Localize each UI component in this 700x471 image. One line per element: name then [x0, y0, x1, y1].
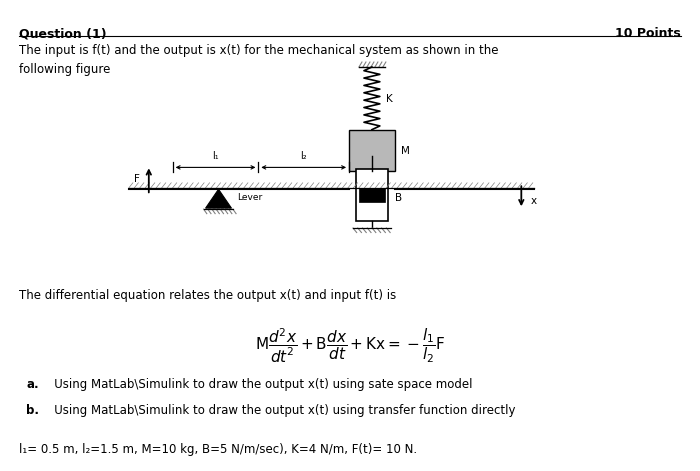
Text: b.: b.: [27, 404, 39, 417]
Text: x: x: [531, 196, 536, 206]
Text: Using MatLab\Simulink to draw the output x(t) using transfer function directly: Using MatLab\Simulink to draw the output…: [43, 404, 516, 417]
Polygon shape: [206, 189, 232, 208]
Bar: [356, 170, 388, 221]
Text: a.: a.: [27, 378, 39, 391]
Text: Lever: Lever: [237, 193, 262, 202]
Text: l₂: l₂: [300, 152, 307, 162]
Text: Question (1): Question (1): [20, 27, 107, 40]
Bar: [359, 188, 385, 202]
Text: l₁: l₁: [212, 152, 219, 162]
Text: M: M: [401, 146, 410, 155]
Text: The differential equation relates the output x(t) and input f(t) is: The differential equation relates the ou…: [20, 289, 397, 302]
Text: F: F: [134, 174, 140, 184]
Text: B: B: [395, 193, 402, 203]
Text: 10 Points: 10 Points: [615, 27, 680, 40]
Text: l₁= 0.5 m, l₂=1.5 m, M=10 kg, B=5 N/m/sec), K=4 N/m, F(t)= 10 N.: l₁= 0.5 m, l₂=1.5 m, M=10 kg, B=5 N/m/se…: [20, 443, 417, 456]
Text: K: K: [386, 94, 393, 104]
Text: $\mathregular{M}\dfrac{d^2x}{dt^2}+\mathregular{B}\dfrac{dx}{dt}+\mathregular{Kx: $\mathregular{M}\dfrac{d^2x}{dt^2}+\math…: [255, 326, 445, 365]
Text: The input is f(t) and the output is x(t) for the mechanical system as shown in t: The input is f(t) and the output is x(t)…: [20, 44, 499, 76]
Bar: [349, 130, 395, 171]
Text: Using MatLab\Simulink to draw the output x(t) using sate space model: Using MatLab\Simulink to draw the output…: [43, 378, 472, 391]
